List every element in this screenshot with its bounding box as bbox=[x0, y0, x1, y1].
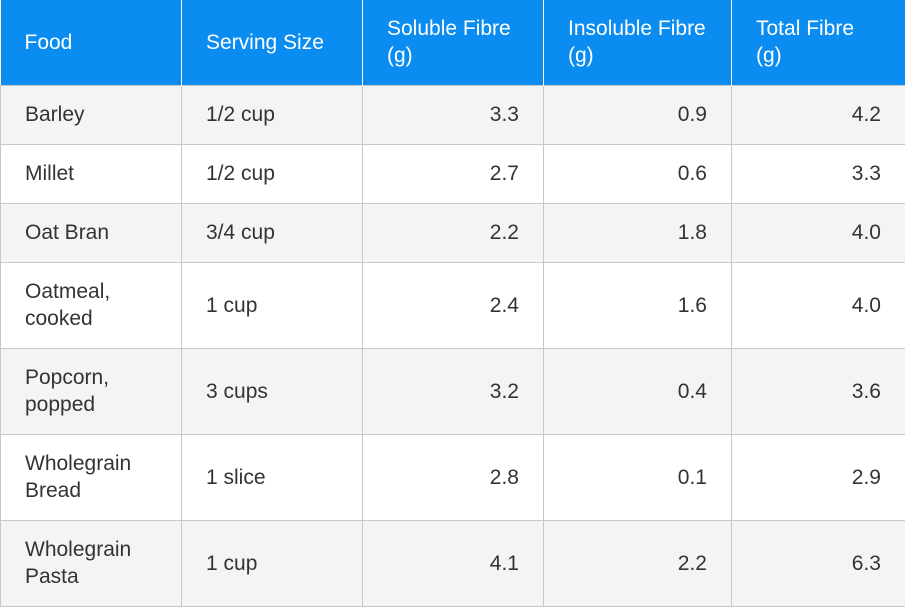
table-row: Millet 1/2 cup 2.7 0.6 3.3 bbox=[1, 144, 905, 203]
cell-food: Oatmeal, cooked bbox=[1, 262, 182, 348]
cell-serving-size: 1/2 cup bbox=[182, 85, 363, 144]
cell-food: Millet bbox=[1, 144, 182, 203]
cell-soluble-fibre: 2.7 bbox=[363, 144, 544, 203]
cell-serving-size: 3/4 cup bbox=[182, 203, 363, 262]
header-insoluble-fibre: Insoluble Fibre (g) bbox=[544, 0, 732, 85]
cell-soluble-fibre: 2.2 bbox=[363, 203, 544, 262]
table-header: Food Serving Size Soluble Fibre (g) Inso… bbox=[1, 0, 905, 85]
cell-serving-size: 1 cup bbox=[182, 520, 363, 606]
cell-total-fibre: 4.0 bbox=[732, 203, 905, 262]
table-row: Oat Bran 3/4 cup 2.2 1.8 4.0 bbox=[1, 203, 905, 262]
cell-food: Wholegrain Bread bbox=[1, 434, 182, 520]
cell-total-fibre: 4.2 bbox=[732, 85, 905, 144]
cell-insoluble-fibre: 0.6 bbox=[544, 144, 732, 203]
cell-soluble-fibre: 3.3 bbox=[363, 85, 544, 144]
cell-insoluble-fibre: 0.9 bbox=[544, 85, 732, 144]
cell-food: Wholegrain Pasta bbox=[1, 520, 182, 606]
cell-soluble-fibre: 2.8 bbox=[363, 434, 544, 520]
header-row: Food Serving Size Soluble Fibre (g) Inso… bbox=[1, 0, 905, 85]
cell-serving-size: 3 cups bbox=[182, 348, 363, 434]
table-row: Wholegrain Pasta 1 cup 4.1 2.2 6.3 bbox=[1, 520, 905, 606]
cell-serving-size: 1 cup bbox=[182, 262, 363, 348]
cell-total-fibre: 4.0 bbox=[732, 262, 905, 348]
cell-total-fibre: 6.3 bbox=[732, 520, 905, 606]
cell-serving-size: 1 slice bbox=[182, 434, 363, 520]
header-total-fibre: Total Fibre (g) bbox=[732, 0, 905, 85]
cell-insoluble-fibre: 1.6 bbox=[544, 262, 732, 348]
cell-total-fibre: 2.9 bbox=[732, 434, 905, 520]
cell-insoluble-fibre: 2.2 bbox=[544, 520, 732, 606]
cell-food: Popcorn, popped bbox=[1, 348, 182, 434]
cell-insoluble-fibre: 0.4 bbox=[544, 348, 732, 434]
header-serving-size: Serving Size bbox=[182, 0, 363, 85]
cell-total-fibre: 3.6 bbox=[732, 348, 905, 434]
header-food: Food bbox=[1, 0, 182, 85]
cell-insoluble-fibre: 0.1 bbox=[544, 434, 732, 520]
table-row: Barley 1/2 cup 3.3 0.9 4.2 bbox=[1, 85, 905, 144]
cell-food: Barley bbox=[1, 85, 182, 144]
table-body: Barley 1/2 cup 3.3 0.9 4.2 Millet 1/2 cu… bbox=[1, 85, 905, 606]
cell-insoluble-fibre: 1.8 bbox=[544, 203, 732, 262]
cell-soluble-fibre: 4.1 bbox=[363, 520, 544, 606]
cell-soluble-fibre: 3.2 bbox=[363, 348, 544, 434]
table-row: Wholegrain Bread 1 slice 2.8 0.1 2.9 bbox=[1, 434, 905, 520]
table-row: Oatmeal, cooked 1 cup 2.4 1.6 4.0 bbox=[1, 262, 905, 348]
cell-soluble-fibre: 2.4 bbox=[363, 262, 544, 348]
cell-food: Oat Bran bbox=[1, 203, 182, 262]
header-soluble-fibre: Soluble Fibre (g) bbox=[363, 0, 544, 85]
cell-serving-size: 1/2 cup bbox=[182, 144, 363, 203]
table-row: Popcorn, popped 3 cups 3.2 0.4 3.6 bbox=[1, 348, 905, 434]
cell-total-fibre: 3.3 bbox=[732, 144, 905, 203]
